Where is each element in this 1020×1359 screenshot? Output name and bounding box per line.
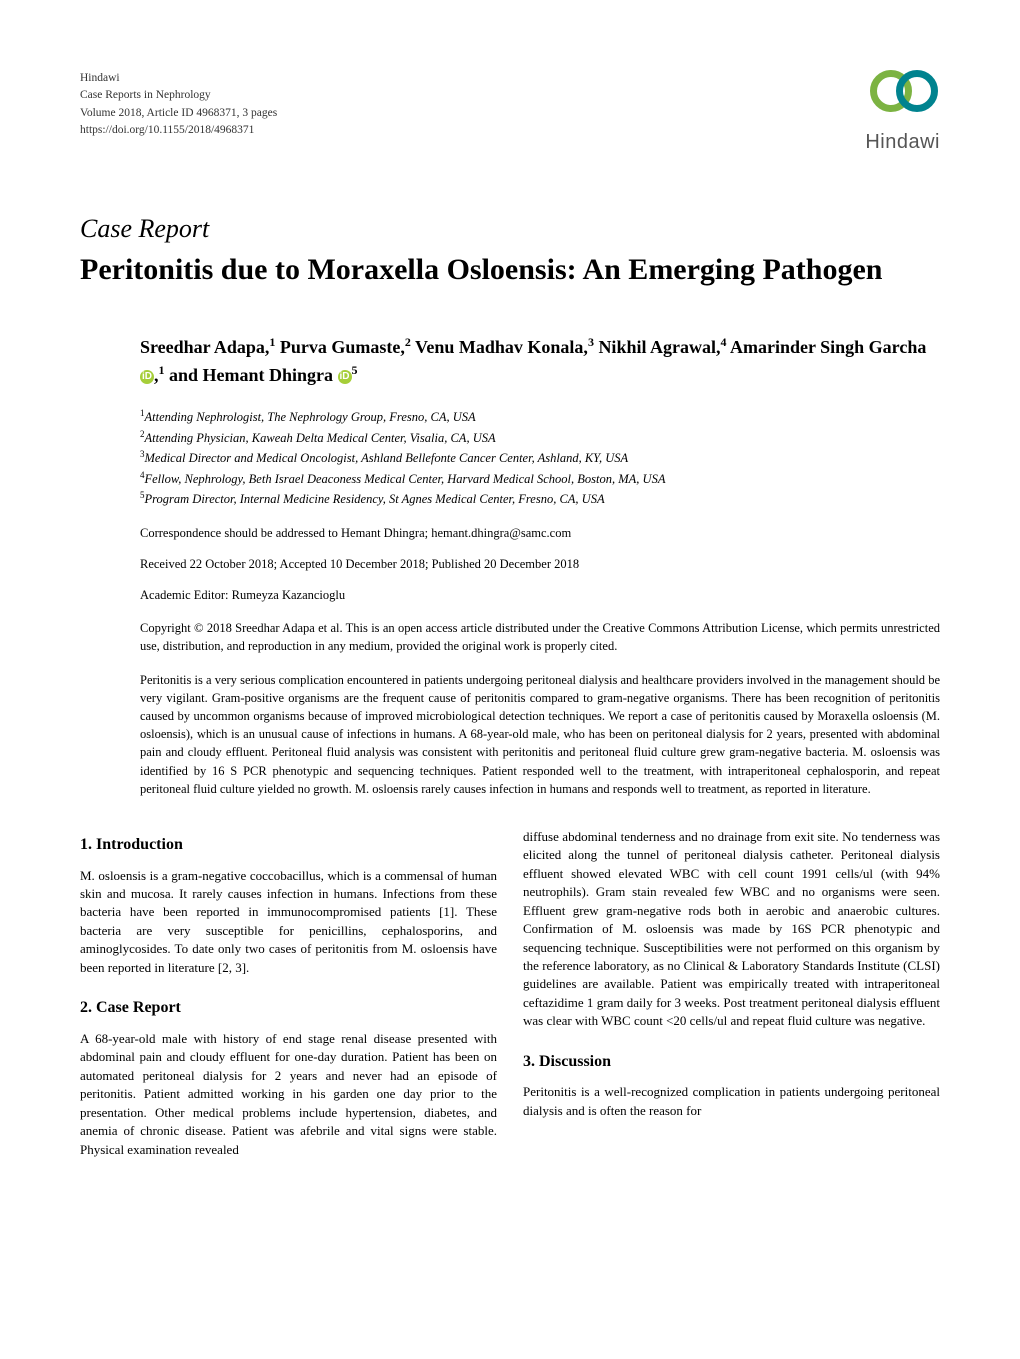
correspondence: Correspondence should be addressed to He…	[140, 526, 940, 541]
logo-rings-icon	[870, 70, 940, 120]
academic-editor: Academic Editor: Rumeyza Kazancioglu	[140, 588, 940, 603]
right-column: diffuse abdominal tenderness and no drai…	[523, 828, 940, 1159]
case-report-text-part1: A 68-year-old male with history of end s…	[80, 1030, 497, 1159]
logo-text: Hindawi	[865, 131, 940, 154]
volume-line: Volume 2018, Article ID 4968371, 3 pages	[80, 105, 277, 122]
publication-dates: Received 22 October 2018; Accepted 10 De…	[140, 557, 940, 572]
affiliations-list: 1Attending Nephrologist, The Nephrology …	[140, 407, 940, 510]
case-report-text-part2: diffuse abdominal tenderness and no drai…	[523, 828, 940, 1031]
author-list: Sreedhar Adapa,1 Purva Gumaste,2 Venu Ma…	[140, 333, 940, 389]
doi-link[interactable]: https://doi.org/10.1155/2018/4968371	[80, 122, 277, 139]
publisher-name: Hindawi	[80, 70, 277, 87]
introduction-heading: 1. Introduction	[80, 834, 497, 857]
journal-info: Hindawi Case Reports in Nephrology Volum…	[80, 70, 277, 139]
page-header: Hindawi Case Reports in Nephrology Volum…	[80, 70, 940, 154]
journal-name: Case Reports in Nephrology	[80, 87, 277, 104]
case-report-heading: 2. Case Report	[80, 997, 497, 1020]
affiliation-item: 1Attending Nephrologist, The Nephrology …	[140, 407, 940, 428]
article-type: Case Report	[80, 214, 940, 244]
affiliation-item: 4Fellow, Nephrology, Beth Israel Deacone…	[140, 469, 940, 490]
introduction-text: M. osloensis is a gram-negative coccobac…	[80, 867, 497, 978]
left-column: 1. Introduction M. osloensis is a gram-n…	[80, 828, 497, 1159]
article-body: 1. Introduction M. osloensis is a gram-n…	[80, 828, 940, 1159]
affiliation-item: 3Medical Director and Medical Oncologist…	[140, 448, 940, 469]
affiliation-item: 5Program Director, Internal Medicine Res…	[140, 489, 940, 510]
discussion-text: Peritonitis is a well-recognized complic…	[523, 1083, 940, 1120]
copyright-notice: Copyright © 2018 Sreedhar Adapa et al. T…	[140, 619, 940, 655]
affiliation-item: 2Attending Physician, Kaweah Delta Medic…	[140, 428, 940, 449]
discussion-heading: 3. Discussion	[523, 1051, 940, 1074]
publisher-logo: Hindawi	[865, 70, 940, 154]
article-title: Peritonitis due to Moraxella Osloensis: …	[80, 252, 940, 288]
abstract-text: Peritonitis is a very serious complicati…	[140, 671, 940, 798]
